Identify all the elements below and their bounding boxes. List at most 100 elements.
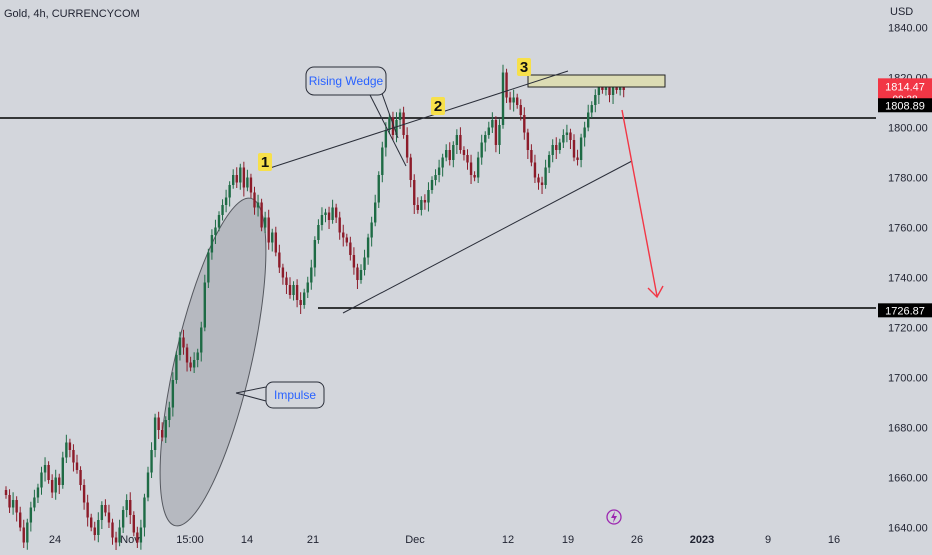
candle-body xyxy=(558,142,561,150)
candle-body xyxy=(484,135,487,143)
candle-body xyxy=(235,175,238,183)
candle-body xyxy=(278,252,281,268)
candle-body xyxy=(537,177,540,183)
candle-body xyxy=(100,505,104,520)
candle-body xyxy=(310,267,313,283)
y-tick-label: 1680.00 xyxy=(888,423,928,435)
candle-body xyxy=(377,175,380,203)
candle-body xyxy=(58,477,61,485)
candle-body xyxy=(68,442,72,450)
resistance-zone[interactable] xyxy=(527,74,666,88)
candle-body xyxy=(363,257,366,270)
candle-body xyxy=(345,237,348,243)
y-tick-label: 1660.00 xyxy=(888,473,928,485)
candle-body xyxy=(356,267,359,280)
impulse-callout[interactable] xyxy=(265,381,325,409)
candle-body xyxy=(228,185,231,198)
candle-body xyxy=(420,200,423,210)
candle-body xyxy=(36,487,40,498)
candle-body xyxy=(200,327,203,353)
candle-body xyxy=(306,282,309,293)
candle-body xyxy=(303,292,306,305)
candle-body xyxy=(366,237,370,258)
candle-body xyxy=(217,215,221,228)
candle-body xyxy=(161,430,164,438)
candle-body xyxy=(221,205,224,215)
candle-body xyxy=(523,115,526,133)
candle-body xyxy=(388,117,391,130)
candle-body xyxy=(136,532,139,543)
candle-body xyxy=(97,520,100,535)
candle-body xyxy=(445,150,448,158)
candle-body xyxy=(547,155,551,168)
rising-wedge-callout[interactable] xyxy=(305,66,387,96)
level-price-tag xyxy=(878,98,932,113)
candle-body xyxy=(139,527,143,543)
candle-body xyxy=(576,157,579,160)
candle-body xyxy=(295,285,299,300)
projection-arrow-head xyxy=(647,285,664,299)
rising-wedge-pointer2 xyxy=(379,87,399,139)
candle-body xyxy=(555,145,558,150)
y-tick-label: 1640.00 xyxy=(888,523,928,535)
y-tick-label: 1720.00 xyxy=(888,323,928,335)
point-1-label: 1 xyxy=(261,154,269,171)
candle-body xyxy=(114,537,118,543)
point-3-marker[interactable] xyxy=(517,58,531,76)
candle-body xyxy=(395,120,398,135)
candle-body xyxy=(54,477,57,493)
candle-body xyxy=(569,132,572,140)
candle-body xyxy=(178,337,182,355)
candle-body xyxy=(540,182,544,185)
candle-body xyxy=(146,472,150,498)
point-1-marker[interactable] xyxy=(258,153,272,171)
projection-arrow-line[interactable] xyxy=(621,109,658,297)
candle-body xyxy=(79,470,82,485)
candle-body xyxy=(263,217,267,228)
candle-body xyxy=(455,135,459,145)
candle-body xyxy=(452,145,455,160)
candle-body xyxy=(19,512,22,528)
candle-body xyxy=(459,135,462,150)
candle-body xyxy=(519,105,522,115)
candle-body xyxy=(384,130,388,148)
candle-body xyxy=(50,480,54,493)
currency-label: USD xyxy=(890,6,913,18)
candle-body xyxy=(437,167,441,175)
candle-body xyxy=(171,380,175,408)
x-tick-label: Dec xyxy=(405,534,425,546)
candle-body xyxy=(164,420,167,438)
candle-body xyxy=(153,417,157,450)
level-price-tag xyxy=(878,303,932,318)
x-tick-label: 15:00 xyxy=(176,534,204,546)
candle-body xyxy=(370,222,373,238)
candle-body xyxy=(615,87,618,90)
impulse-label: Impulse xyxy=(274,388,316,402)
point-2-marker[interactable] xyxy=(431,97,445,115)
wedge-lower-line[interactable] xyxy=(342,160,633,314)
point-3-label: 3 xyxy=(520,59,528,76)
candle-body xyxy=(75,462,79,470)
candle-body xyxy=(391,117,395,135)
candle-body xyxy=(207,252,210,283)
candle-body xyxy=(487,127,490,135)
candle-body xyxy=(565,132,569,135)
impulse-pointer xyxy=(235,386,267,394)
candle-body xyxy=(182,337,185,348)
candle-body xyxy=(544,167,547,185)
y-tick-label: 1780.00 xyxy=(888,173,928,185)
candle-body xyxy=(611,87,615,95)
candle-body xyxy=(157,417,160,430)
candle-body xyxy=(214,227,217,235)
candle-body xyxy=(618,87,622,90)
candle-body xyxy=(11,500,15,508)
time-axis[interactable]: 24 Nov 15:00 14 21 Dec 12 19 26 2023 9 16 xyxy=(49,534,840,546)
wedge-upper-line[interactable] xyxy=(269,70,569,169)
candle-body xyxy=(622,87,625,90)
candles-group xyxy=(4,64,625,552)
rising-wedge-label: Rising Wedge xyxy=(309,74,384,88)
candle-body xyxy=(530,150,533,163)
